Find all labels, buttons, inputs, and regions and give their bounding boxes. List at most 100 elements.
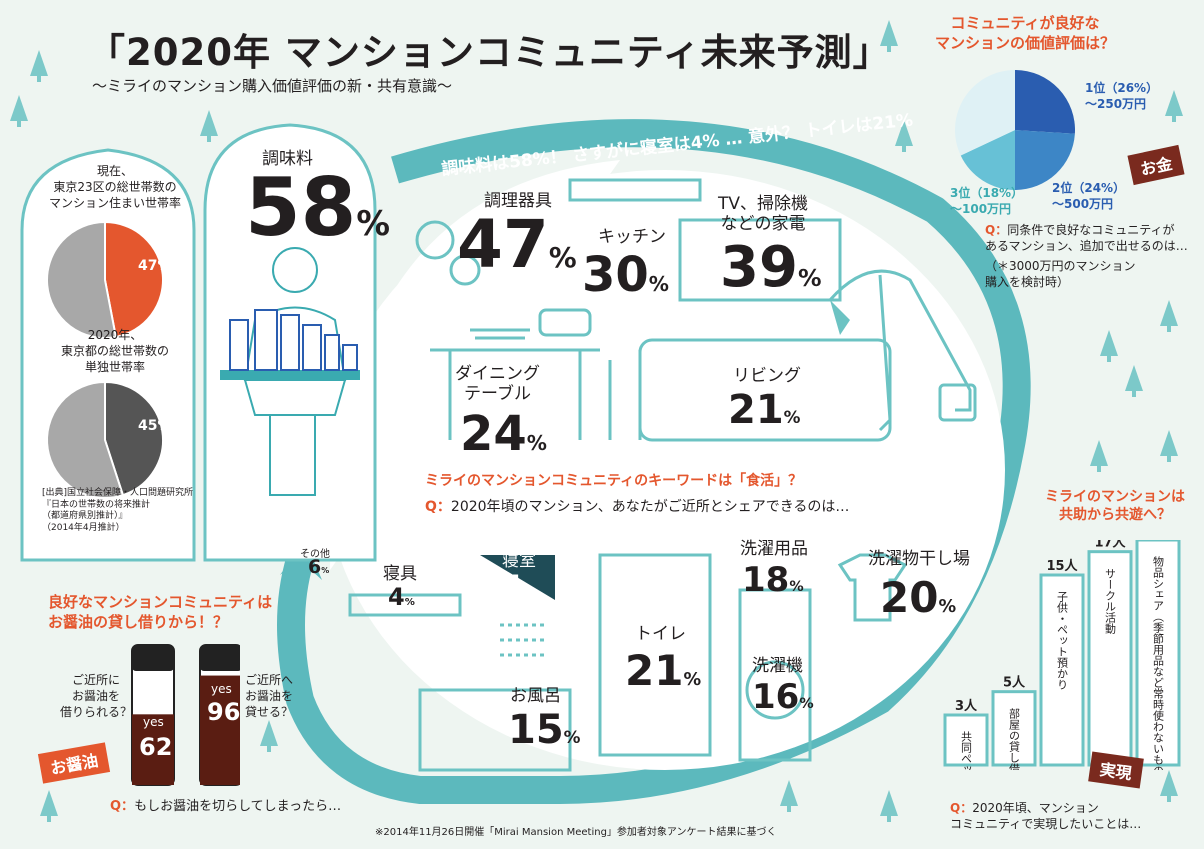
- value-pie-slice: [1015, 130, 1075, 190]
- cookware-value: 47%: [457, 206, 577, 283]
- source-note: [出典]国立社会保障・人口問題研究所 『日本の世帯数の将来推計 （都道府県別推計…: [42, 488, 194, 534]
- tree-decoration: [30, 50, 48, 82]
- soy-lend-value: 96: [207, 698, 241, 726]
- tv-value: 39%: [720, 235, 822, 300]
- rank1-text: 1位（26%） ～250万円: [1085, 81, 1159, 112]
- mutual-bar-value: 3人: [955, 698, 978, 714]
- pie-value-label: 47%: [138, 258, 170, 274]
- value-question: Q：同条件で良好なコミュニティが あるマンション、追加で出せるのは…: [985, 223, 1188, 254]
- tree-decoration: [880, 20, 898, 52]
- mutual-bar: [991, 690, 1037, 767]
- kitchen-label: キッチン: [598, 227, 666, 247]
- value-note: （＊3000万円のマンション 購入を検討時）: [985, 259, 1136, 290]
- rank2-text: 2位（24%） ～500万円: [1052, 181, 1126, 212]
- dining-value: 24%: [460, 406, 547, 462]
- toilet-label: トイレ: [635, 624, 686, 644]
- soy-borrow-yes: yes: [143, 715, 164, 729]
- mutual-bar-value: 17人: [1094, 540, 1126, 551]
- footnote: ※2014年11月26日開催「Mirai Mansion Meeting」参加者…: [375, 827, 777, 838]
- soy-fill-bar: [132, 714, 174, 785]
- pie-slice: [104, 220, 164, 339]
- value-pie-slice: [1015, 70, 1075, 134]
- mutual-question: Q：2020年頃、マンション コミュニティで実現したいことは…: [950, 801, 1142, 832]
- soy-lend-label: ご近所へ お醤油を 貸せる？: [245, 673, 294, 720]
- center-question: Q：2020年頃のマンション、あなたがご近所とシェアできるのは…: [425, 499, 850, 515]
- washer-value: 16%: [752, 677, 814, 717]
- rank3-text: 3位（18%） ～100万円: [950, 186, 1024, 217]
- pie-slice: [46, 220, 118, 339]
- mutual-bar-label: 部屋の貸し借り・交換: [1008, 706, 1021, 770]
- pie2-label: 2020年、 東京都の総世帯数の 単独世帯率: [60, 328, 169, 375]
- soy-bottle-cap: [200, 645, 240, 671]
- drying-label: 洗濯物干し場: [868, 549, 970, 569]
- value-pie-rest: [955, 70, 1015, 156]
- cookware-label: 調理器具: [484, 191, 552, 211]
- room-illustration: [415, 178, 977, 442]
- other-label: その他: [300, 549, 330, 560]
- tree-decoration: [1125, 365, 1143, 397]
- page-title: 「2020年 マンションコミュニティ未来予測」: [88, 31, 891, 74]
- mutual-bar-value: 5人: [1003, 675, 1026, 691]
- tree-decoration: [1160, 770, 1178, 802]
- mutual-bar-label: サークル活動: [1104, 567, 1117, 634]
- mutual-bar: [1135, 540, 1181, 767]
- soy-borrow-value: 62: [139, 733, 173, 761]
- tree-decoration: [1100, 330, 1118, 362]
- washer-label: 洗濯機: [752, 656, 803, 676]
- soy-heading: 良好なマンションコミュニティは お醤油の貸し借りから！？: [48, 593, 273, 631]
- soy-lend-yes: yes: [211, 682, 232, 696]
- tree-decoration: [40, 790, 58, 822]
- pie-chart-2: 45%: [46, 380, 170, 499]
- pie-slice: [104, 380, 164, 497]
- tree-decoration: [880, 790, 898, 822]
- seasoning-value: 58%: [245, 161, 390, 254]
- mutual-bar-label: 子供・ペット預かり: [1056, 591, 1069, 690]
- drying-value: 20%: [880, 573, 957, 622]
- bedroom-label: 寝室: [502, 551, 536, 571]
- value-pie-slice: [960, 130, 1015, 190]
- value-heading: コミュニティが良好な マンションの価値評価は？: [934, 14, 1115, 52]
- bath-value: 15%: [508, 707, 581, 753]
- dining-label: ダイニング テーブル: [455, 364, 540, 404]
- laundry-goods-value: 18%: [742, 560, 804, 600]
- pie1-label: 現在、 東京23区の総世帯数の マンション住まい世帯率: [48, 164, 181, 211]
- tree-decoration: [780, 780, 798, 812]
- living-label: リビング: [733, 366, 801, 386]
- bedding-label: 寝具: [383, 564, 417, 584]
- mutual-heading: ミライのマンションは 共助から共遊へ？: [1045, 489, 1185, 524]
- tv-label: TV、掃除機 などの家電: [718, 194, 809, 234]
- seasoning-label: 調味料: [262, 149, 313, 169]
- other-value: 6%: [308, 556, 330, 578]
- soy-bottles: [131, 644, 240, 786]
- soy-borrow-label: ご近所に お醤油を 借りられる？: [60, 673, 133, 720]
- mutual-bar-label: 共同ペット: [960, 731, 973, 770]
- pie-chart-1: 47%: [46, 220, 170, 339]
- person-illustration: [220, 247, 360, 496]
- pie-slice: [46, 380, 125, 499]
- lower-room-illustration: [348, 553, 908, 772]
- tree-decoration: [1090, 440, 1108, 472]
- keyword-text: ミライのマンションコミュニティのキーワードは「食活」？: [425, 473, 803, 489]
- tree-decoration: [1160, 300, 1178, 332]
- soy-question: Q：もしお醤油を切らしてしまったら…: [110, 799, 342, 814]
- soy-fill-bar: [200, 675, 240, 785]
- laundry-goods-label: 洗濯用品: [740, 539, 808, 559]
- page-subtitle: ～ミライのマンション購入価値評価の新・共有意識～: [92, 77, 453, 95]
- tree-decoration: [200, 110, 218, 142]
- toilet-value: 21%: [625, 646, 702, 695]
- value-pie-chart: [955, 70, 1075, 190]
- tree-decoration: [895, 120, 913, 152]
- mutual-bar: [943, 713, 989, 767]
- tree-decoration: [260, 720, 278, 752]
- mutual-bar: [1039, 573, 1085, 767]
- bedding-value: 4%: [388, 583, 415, 611]
- tree-decoration: [10, 95, 28, 127]
- tree-decoration: [1165, 90, 1183, 122]
- mutual-bar-value: 15人: [1046, 558, 1078, 574]
- pie-value-label: 45%: [138, 418, 170, 434]
- mutual-bar-label: 物品シェア（季節用品など常時使わないもの）: [1152, 555, 1165, 770]
- kitchen-value: 30%: [582, 247, 669, 303]
- bedroom-value: 4%: [505, 570, 532, 598]
- soy-bottle-cap: [132, 645, 174, 671]
